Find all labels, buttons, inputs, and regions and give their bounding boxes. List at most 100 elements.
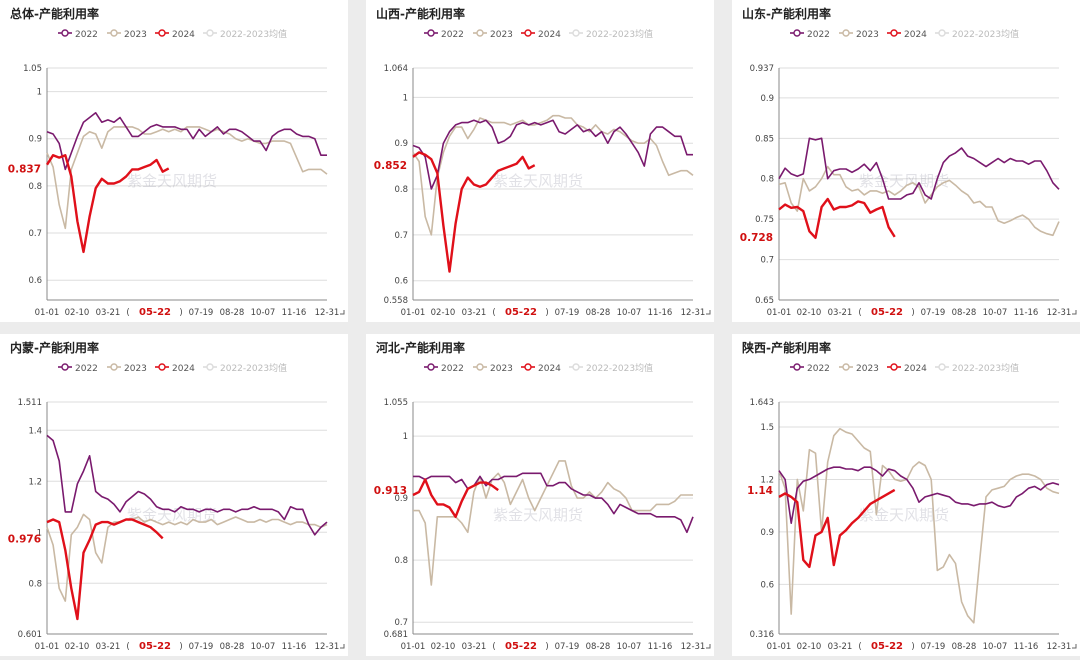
x-tick-label: 05-22 <box>139 641 171 652</box>
y-tick-label: 1 <box>37 88 42 98</box>
legend-item[interactable]: 2024 <box>155 363 195 374</box>
x-tick-label: ) <box>545 642 548 652</box>
legend-label: 2024 <box>904 364 927 374</box>
legend-item[interactable]: 2024 <box>155 29 195 40</box>
legend-item[interactable]: 2024 <box>887 29 927 40</box>
legend-item[interactable]: 2022-2023均值 <box>569 362 653 374</box>
legend-item[interactable]: 2024 <box>521 363 561 374</box>
x-tick-label: 12-31 <box>681 308 706 318</box>
legend-item[interactable]: 2022-2023均值 <box>203 28 287 40</box>
resize-icon[interactable] <box>340 644 345 649</box>
x-tick-label: 03-21 <box>828 642 853 652</box>
y-tick-label: 1.2 <box>28 477 42 487</box>
legend-item[interactable]: 2023 <box>107 363 147 374</box>
x-tick-label: 07-19 <box>555 642 580 652</box>
legend-marker <box>793 29 801 37</box>
current-value-label: 1.14 <box>747 485 773 497</box>
legend-item[interactable]: 2022 <box>790 29 830 40</box>
legend-marker <box>842 29 850 37</box>
legend-item[interactable]: 2022 <box>58 363 98 374</box>
legend-label: 2024 <box>538 30 561 40</box>
watermark: 紫金天风期货 <box>493 172 583 190</box>
series-line-2022 <box>46 112 327 171</box>
legend-label: 2023 <box>856 364 879 374</box>
legend-label: 2024 <box>538 364 561 374</box>
legend-marker <box>842 363 850 371</box>
legend-item[interactable]: 2022 <box>790 363 830 374</box>
chart-title: 陕西-产能利用率 <box>742 340 831 355</box>
series-line-2022 <box>778 466 1060 524</box>
legend-item[interactable]: 2023 <box>473 29 513 40</box>
x-tick-label: 11-16 <box>1014 308 1039 318</box>
y-tick-label: 0.6 <box>760 580 774 590</box>
x-tick-label: ( <box>858 308 861 318</box>
resize-icon[interactable] <box>706 310 711 315</box>
legend-label: 2022 <box>441 364 464 374</box>
y-tick-label: 0.9 <box>28 135 42 145</box>
legend-item[interactable]: 2023 <box>473 363 513 374</box>
legend-label: 2022 <box>441 30 464 40</box>
y-tick-label: 1.2 <box>760 475 774 485</box>
chart-panel-2: 山东-产能利用率 2022 2023 2024 2022-2023均值 0.937 0.9 0… <box>732 0 1080 322</box>
series-line-2023 <box>412 114 694 236</box>
chart-svg-3: 内蒙-产能利用率 2022 2023 2024 2022-2023均值 1.511 1.4 1… <box>8 340 345 652</box>
y-tick-label: 0.681 <box>384 630 408 640</box>
legend-item[interactable]: 2024 <box>887 363 927 374</box>
legend-item[interactable]: 2023 <box>839 29 879 40</box>
y-tick-label: 0.9 <box>760 528 774 538</box>
legend-marker <box>524 29 532 37</box>
resize-icon[interactable] <box>1072 644 1077 649</box>
x-tick-label: 11-16 <box>282 308 307 318</box>
y-tick-label: 1 <box>403 432 408 442</box>
chart-panel-0: 总体-产能利用率 2022 2023 2024 2022-2023均值 1.05 1 0.9 0… <box>0 0 348 322</box>
legend-label: 2022 <box>75 364 98 374</box>
x-tick-label: 10-07 <box>617 308 642 318</box>
y-tick-label: 1.511 <box>18 398 42 408</box>
series-line-2022 <box>412 119 693 190</box>
legend-item[interactable]: 2023 <box>839 363 879 374</box>
series-line-2024 <box>412 478 499 519</box>
legend-marker <box>61 363 69 371</box>
y-tick-label: 0.7 <box>394 618 408 628</box>
legend-item[interactable]: 2024 <box>521 29 561 40</box>
legend-item[interactable]: 2022 <box>424 363 464 374</box>
x-tick-label: 01-01 <box>767 642 792 652</box>
legend-item[interactable]: 2022-2023均值 <box>203 362 287 374</box>
x-tick-label: 10-07 <box>617 642 642 652</box>
resize-icon[interactable] <box>1072 310 1077 315</box>
x-tick-label: ) <box>911 308 914 318</box>
legend-item[interactable]: 2022-2023均值 <box>935 28 1019 40</box>
watermark: 紫金天风期货 <box>859 506 949 524</box>
series-line-2023 <box>778 427 1060 624</box>
chart-title: 内蒙-产能利用率 <box>10 340 99 355</box>
x-tick-label: 05-22 <box>871 307 903 318</box>
legend-marker <box>110 29 118 37</box>
x-tick-label: ( <box>126 642 129 652</box>
series-line-2022 <box>46 434 328 536</box>
legend-item[interactable]: 2022-2023均值 <box>935 362 1019 374</box>
x-tick-label: 08-28 <box>586 308 611 318</box>
x-tick-label: 12-31 <box>681 642 706 652</box>
legend-marker <box>524 363 532 371</box>
x-tick-label: 07-19 <box>189 308 214 318</box>
legend-item[interactable]: 2022 <box>424 29 464 40</box>
y-tick-label: 0.316 <box>750 630 774 640</box>
legend-label: 2023 <box>124 364 147 374</box>
x-tick-label: ( <box>492 642 495 652</box>
legend-item[interactable]: 2023 <box>107 29 147 40</box>
y-tick-label: 0.8 <box>28 182 42 192</box>
chart-svg-2: 山东-产能利用率 2022 2023 2024 2022-2023均值 0.937 0.9 0… <box>740 6 1077 318</box>
x-tick-label: 10-07 <box>983 308 1008 318</box>
chart-title: 总体-产能利用率 <box>10 6 99 21</box>
chart-svg-5: 陕西-产能利用率 2022 2023 2024 2022-2023均值 1.643 1.5 1… <box>742 340 1077 652</box>
legend-item[interactable]: 2022-2023均值 <box>569 28 653 40</box>
resize-icon[interactable] <box>706 644 711 649</box>
y-tick-label: 1.4 <box>28 426 42 436</box>
y-tick-label: 0.6 <box>394 277 408 287</box>
y-tick-label: 0.7 <box>28 229 42 239</box>
legend-item[interactable]: 2022 <box>58 29 98 40</box>
legend-marker <box>61 29 69 37</box>
series-line-2023 <box>413 460 693 586</box>
chart-svg-4: 河北-产能利用率 2022 2023 2024 2022-2023均值 1.055 1 0.9… <box>374 340 711 652</box>
resize-icon[interactable] <box>340 310 345 315</box>
